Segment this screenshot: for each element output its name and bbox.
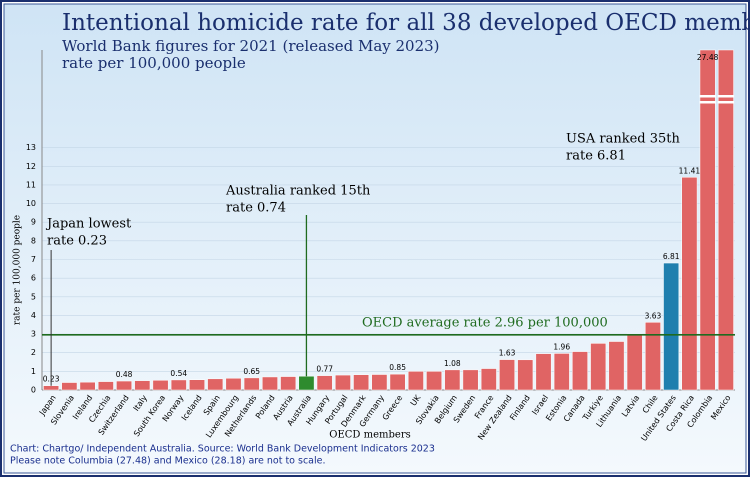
axis-break: [699, 95, 716, 98]
y-tick-label: 8: [31, 236, 36, 245]
x-axis-label: OECD members: [329, 430, 410, 441]
value-label: 0.54: [170, 369, 187, 378]
bar: [407, 371, 424, 391]
footnote: Chart: Chartgo/ Independent Australia. S…: [10, 444, 435, 455]
bar: [663, 262, 680, 391]
value-label: 0.48: [116, 370, 133, 379]
value-label: 1.63: [499, 349, 516, 358]
bar: [480, 368, 497, 391]
value-label: 6.81: [663, 252, 680, 261]
subtitle: World Bank figures for 2021 (released Ma…: [62, 37, 440, 55]
y-tick-label: 9: [31, 218, 36, 227]
bar: [535, 353, 552, 391]
value-label: 11.41: [679, 166, 701, 175]
y-tick-label: 5: [31, 292, 36, 301]
bar: [717, 49, 734, 391]
bar: [353, 374, 370, 391]
value-label: 27.48: [697, 53, 719, 62]
bar: [645, 322, 661, 391]
y-tick-label: 10: [26, 199, 36, 208]
bar: [43, 385, 60, 391]
bar: [608, 341, 625, 391]
y-tick-label: 0: [31, 386, 36, 395]
bar: [61, 382, 78, 391]
axis-break: [717, 95, 735, 98]
bar: [243, 377, 260, 391]
background: [3, 3, 747, 474]
value-label: 3.63: [645, 311, 662, 320]
bar: [553, 353, 570, 391]
value-label: 1.08: [444, 359, 461, 368]
annotation: Japan lowest: [45, 217, 132, 232]
bar: [189, 379, 205, 391]
bar: [681, 177, 698, 391]
value-label: 0.77: [316, 365, 333, 374]
y-tick-label: 4: [31, 311, 36, 320]
annotation: Australia ranked 15th: [225, 184, 371, 199]
bar: [97, 381, 114, 391]
bar: [699, 49, 716, 391]
bar: [262, 376, 278, 391]
axis-break: [699, 101, 716, 104]
bar: [572, 351, 588, 391]
bar: [626, 333, 643, 391]
bar: [170, 379, 187, 391]
bar: [462, 369, 479, 391]
subtitle: rate per 100,000 people: [62, 54, 246, 72]
annotation: rate 0.23: [47, 234, 107, 249]
annotation: USA ranked 35th: [566, 132, 681, 147]
footnote: Please note Columbia (27.48) and Mexico …: [10, 456, 326, 467]
y-tick-label: 12: [26, 162, 36, 171]
bar: [389, 373, 406, 391]
y-tick-label: 13: [26, 143, 36, 152]
bar: [499, 359, 515, 391]
bar: [334, 374, 351, 391]
bar: [116, 380, 132, 391]
bar: [225, 378, 242, 391]
value-label: 0.65: [243, 367, 260, 376]
y-tick-label: 6: [31, 274, 36, 283]
y-tick-label: 2: [31, 348, 36, 357]
y-tick-label: 3: [31, 330, 36, 339]
bar: [316, 375, 333, 391]
y-axis-label: rate per 100,000 people: [13, 215, 23, 325]
annotation: rate 0.74: [226, 201, 286, 216]
bar: [371, 374, 388, 391]
axis-break: [717, 101, 735, 104]
bar: [79, 381, 96, 391]
bar: [280, 376, 297, 391]
value-label: 0.85: [389, 363, 406, 372]
bar: [134, 380, 151, 391]
bar: [298, 375, 315, 391]
y-tick-label: 11: [26, 180, 36, 189]
y-tick-label: 7: [31, 255, 36, 264]
bar: [444, 369, 461, 391]
reference-label: OECD average rate 2.96 per 100,000: [362, 315, 608, 330]
value-label: 1.96: [553, 342, 570, 351]
bar: [517, 359, 534, 391]
annotation: rate 6.81: [566, 149, 626, 164]
bar: [152, 380, 169, 391]
bar: [207, 378, 224, 391]
y-tick-label: 1: [31, 367, 36, 376]
chart-title: Intentional homicide rate for all 38 dev…: [62, 10, 750, 36]
bar: [426, 371, 443, 391]
bar: [590, 343, 607, 391]
